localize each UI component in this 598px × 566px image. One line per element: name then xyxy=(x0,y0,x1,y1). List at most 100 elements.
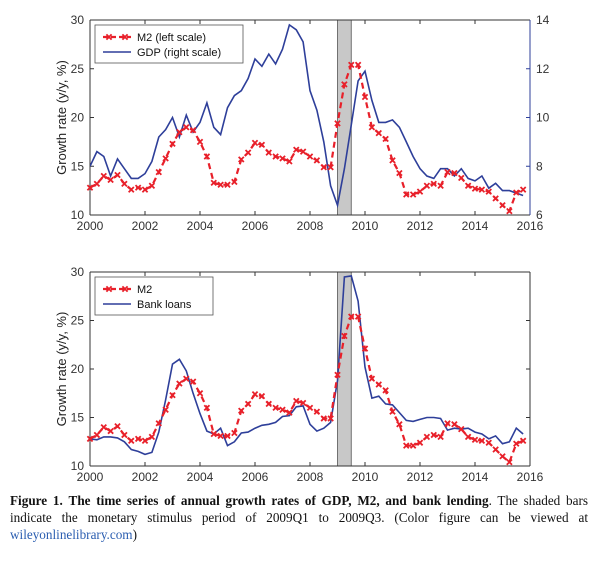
m2-point-marker xyxy=(93,180,101,188)
m2-point-marker xyxy=(354,61,362,69)
m2-point-marker xyxy=(416,188,424,195)
y-right-tick-label: 8 xyxy=(536,159,543,173)
shaded-stimulus-bar xyxy=(337,271,352,467)
legend-marker-m2 xyxy=(105,285,113,293)
legend-label: GDP (right scale) xyxy=(137,47,221,59)
legend: M2 Bank loans xyxy=(94,276,214,316)
m2-point-marker xyxy=(492,195,499,202)
y-left-tick-label: 10 xyxy=(71,208,85,222)
m2-point-marker xyxy=(203,153,211,160)
x-tick-label: 2014 xyxy=(462,470,489,484)
m2-point-marker xyxy=(348,313,355,320)
y-right-tick-label: 10 xyxy=(536,111,550,125)
m2-point-marker xyxy=(354,313,362,320)
m2-point-marker xyxy=(382,135,389,143)
m2-point-marker xyxy=(107,176,114,184)
m2-point-marker xyxy=(196,138,204,146)
m2-point-marker xyxy=(217,181,224,189)
m2-point-marker xyxy=(265,149,272,156)
m2-point-marker xyxy=(313,408,321,415)
m2-point-marker xyxy=(238,407,245,414)
y-axis-label: Growth rate (y/y, %) xyxy=(54,60,69,175)
m2-point-marker xyxy=(382,387,389,394)
m2-point-marker xyxy=(86,184,94,191)
series-line-gdp-right-scale- xyxy=(90,23,524,209)
x-tick-label: 2004 xyxy=(187,219,214,233)
x-tick-label: 2012 xyxy=(407,219,434,233)
m2-point-marker xyxy=(134,435,142,443)
m2-point-marker xyxy=(238,156,245,163)
m2-point-marker xyxy=(224,432,231,440)
m2-point-marker xyxy=(341,81,348,88)
m2-point-marker xyxy=(196,390,204,397)
m2-point-marker xyxy=(437,182,444,189)
m2-point-marker xyxy=(430,431,437,439)
m2-point-marker xyxy=(361,93,369,101)
m2-point-marker xyxy=(258,141,266,149)
m2-point-marker xyxy=(148,433,156,441)
m2-point-marker xyxy=(341,332,348,340)
m2-point-marker xyxy=(499,453,506,460)
m2-point-marker xyxy=(306,153,314,160)
x-tick-label: 2006 xyxy=(242,470,269,484)
m2-point-marker xyxy=(368,124,376,131)
m2-point-marker xyxy=(155,420,162,427)
m2-point-marker xyxy=(100,423,107,431)
m2-point-marker xyxy=(513,440,520,447)
y-left-tick-label: 15 xyxy=(71,411,85,425)
caption-link[interactable]: wileyonlinelibrary.com xyxy=(10,527,133,542)
m2-point-marker xyxy=(128,186,135,193)
y-axis-label: Growth rate (y/y, %) xyxy=(54,312,69,427)
m2-point-marker xyxy=(231,178,238,186)
m2-point-marker xyxy=(368,375,376,382)
caption-title: The time series of annual growth rates o… xyxy=(68,493,489,508)
m2-point-marker xyxy=(176,380,183,387)
m2-point-marker xyxy=(265,400,272,408)
m2-point-marker xyxy=(327,163,334,171)
m2-point-marker xyxy=(320,163,327,171)
caption-body: . The shaded bars indicate the monetary … xyxy=(10,493,588,525)
m2-point-marker xyxy=(279,155,286,162)
m2-point-marker xyxy=(251,390,259,398)
m2-point-marker xyxy=(403,442,410,449)
m2-point-marker xyxy=(389,157,396,164)
legend-marker-m2 xyxy=(121,285,129,293)
m2-point-marker xyxy=(458,174,465,182)
m2-point-marker xyxy=(272,404,279,412)
x-tick-label: 2002 xyxy=(132,470,159,484)
m2-point-marker xyxy=(313,157,321,164)
y-right-tick-label: 12 xyxy=(536,62,550,76)
y-left-tick-label: 15 xyxy=(71,159,85,173)
legend-label: M2 (left scale) xyxy=(137,32,206,44)
m2-point-marker xyxy=(389,408,396,415)
m2-point-marker xyxy=(251,139,259,147)
m2-point-marker xyxy=(485,439,492,446)
m2-point-marker xyxy=(183,124,190,131)
m2-point-marker xyxy=(203,404,211,412)
m2-point-marker xyxy=(327,415,334,422)
x-tick-label: 2014 xyxy=(462,219,489,233)
m2-point-marker xyxy=(478,186,486,193)
m2-point-marker xyxy=(258,392,266,400)
m2-point-marker xyxy=(430,180,437,188)
y-left-tick-label: 30 xyxy=(71,13,85,27)
m2-point-marker xyxy=(100,172,107,180)
m2-point-marker xyxy=(299,148,307,155)
series-line-m2 xyxy=(90,315,524,464)
m2-point-marker xyxy=(107,427,114,435)
m2-point-marker xyxy=(121,431,128,439)
x-tick-label: 2002 xyxy=(132,219,159,233)
x-tick-label: 2010 xyxy=(352,470,379,484)
m2-point-marker xyxy=(451,169,458,177)
m2-point-marker xyxy=(423,182,431,189)
m2-point-marker xyxy=(141,437,149,445)
m2-point-marker xyxy=(306,404,314,412)
m2-point-marker xyxy=(244,149,252,156)
x-tick-label: 2008 xyxy=(297,470,324,484)
m2-point-marker xyxy=(286,409,293,416)
m2-point-marker xyxy=(121,180,128,188)
m2-point-marker xyxy=(409,191,417,198)
legend-box xyxy=(94,276,214,316)
y-left-tick-label: 20 xyxy=(71,111,85,125)
m2-point-marker xyxy=(334,120,341,127)
